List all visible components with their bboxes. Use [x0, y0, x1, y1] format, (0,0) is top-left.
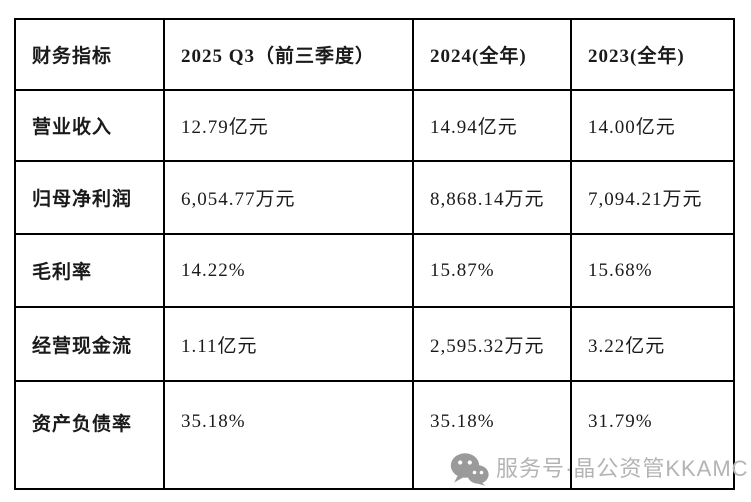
cell-value: 8,868.14万元 [412, 160, 572, 235]
cell-value: 35.18% [163, 380, 414, 490]
row-label: 营业收入 [14, 89, 165, 162]
cell-value: 1.11亿元 [163, 306, 414, 382]
watermark: 服务号·晶公资管KKAMC [450, 451, 749, 487]
wechat-icon [450, 452, 489, 486]
table-row-gross-margin: 毛利率 14.22% 15.87% 15.68% [14, 233, 735, 308]
cell-value: 7,094.21万元 [570, 160, 735, 235]
table-row-debt-ratio: 资产负债率 35.18% 35.18% 31.79% [14, 380, 735, 490]
cell-value: 35.18% [412, 380, 572, 490]
header-cell-2024: 2024(全年) [412, 18, 572, 91]
header-cell-2025q3: 2025 Q3（前三季度） [163, 18, 414, 91]
row-label: 经营现金流 [14, 306, 165, 382]
cell-value: 3.22亿元 [570, 306, 735, 382]
table-row-operating-cashflow: 经营现金流 1.11亿元 2,595.32万元 3.22亿元 [14, 306, 735, 382]
watermark-text: 服务号·晶公资管KKAMC [496, 456, 749, 481]
cell-value: 6,054.77万元 [163, 160, 414, 235]
row-label: 归母净利润 [14, 160, 165, 235]
cell-value: 12.79亿元 [163, 89, 414, 162]
cell-value: 14.00亿元 [570, 89, 735, 162]
table-row-net-profit: 归母净利润 6,054.77万元 8,868.14万元 7,094.21万元 [14, 160, 735, 235]
table-header-row: 财务指标 2025 Q3（前三季度） 2024(全年) 2023(全年) [14, 18, 735, 91]
table-row-revenue: 营业收入 12.79亿元 14.94亿元 14.00亿元 [14, 89, 735, 162]
cell-value: 15.68% [570, 233, 735, 308]
cell-value: 31.79% [570, 380, 735, 490]
row-label: 资产负债率 [14, 380, 165, 490]
header-cell-2023: 2023(全年) [570, 18, 735, 91]
cell-value: 2,595.32万元 [412, 306, 572, 382]
cell-value: 15.87% [412, 233, 572, 308]
header-cell-metric: 财务指标 [14, 18, 165, 91]
financial-metrics-table: 财务指标 2025 Q3（前三季度） 2024(全年) 2023(全年) 营业收… [14, 18, 735, 490]
cell-value: 14.22% [163, 233, 414, 308]
row-label: 毛利率 [14, 233, 165, 308]
cell-value: 14.94亿元 [412, 89, 572, 162]
